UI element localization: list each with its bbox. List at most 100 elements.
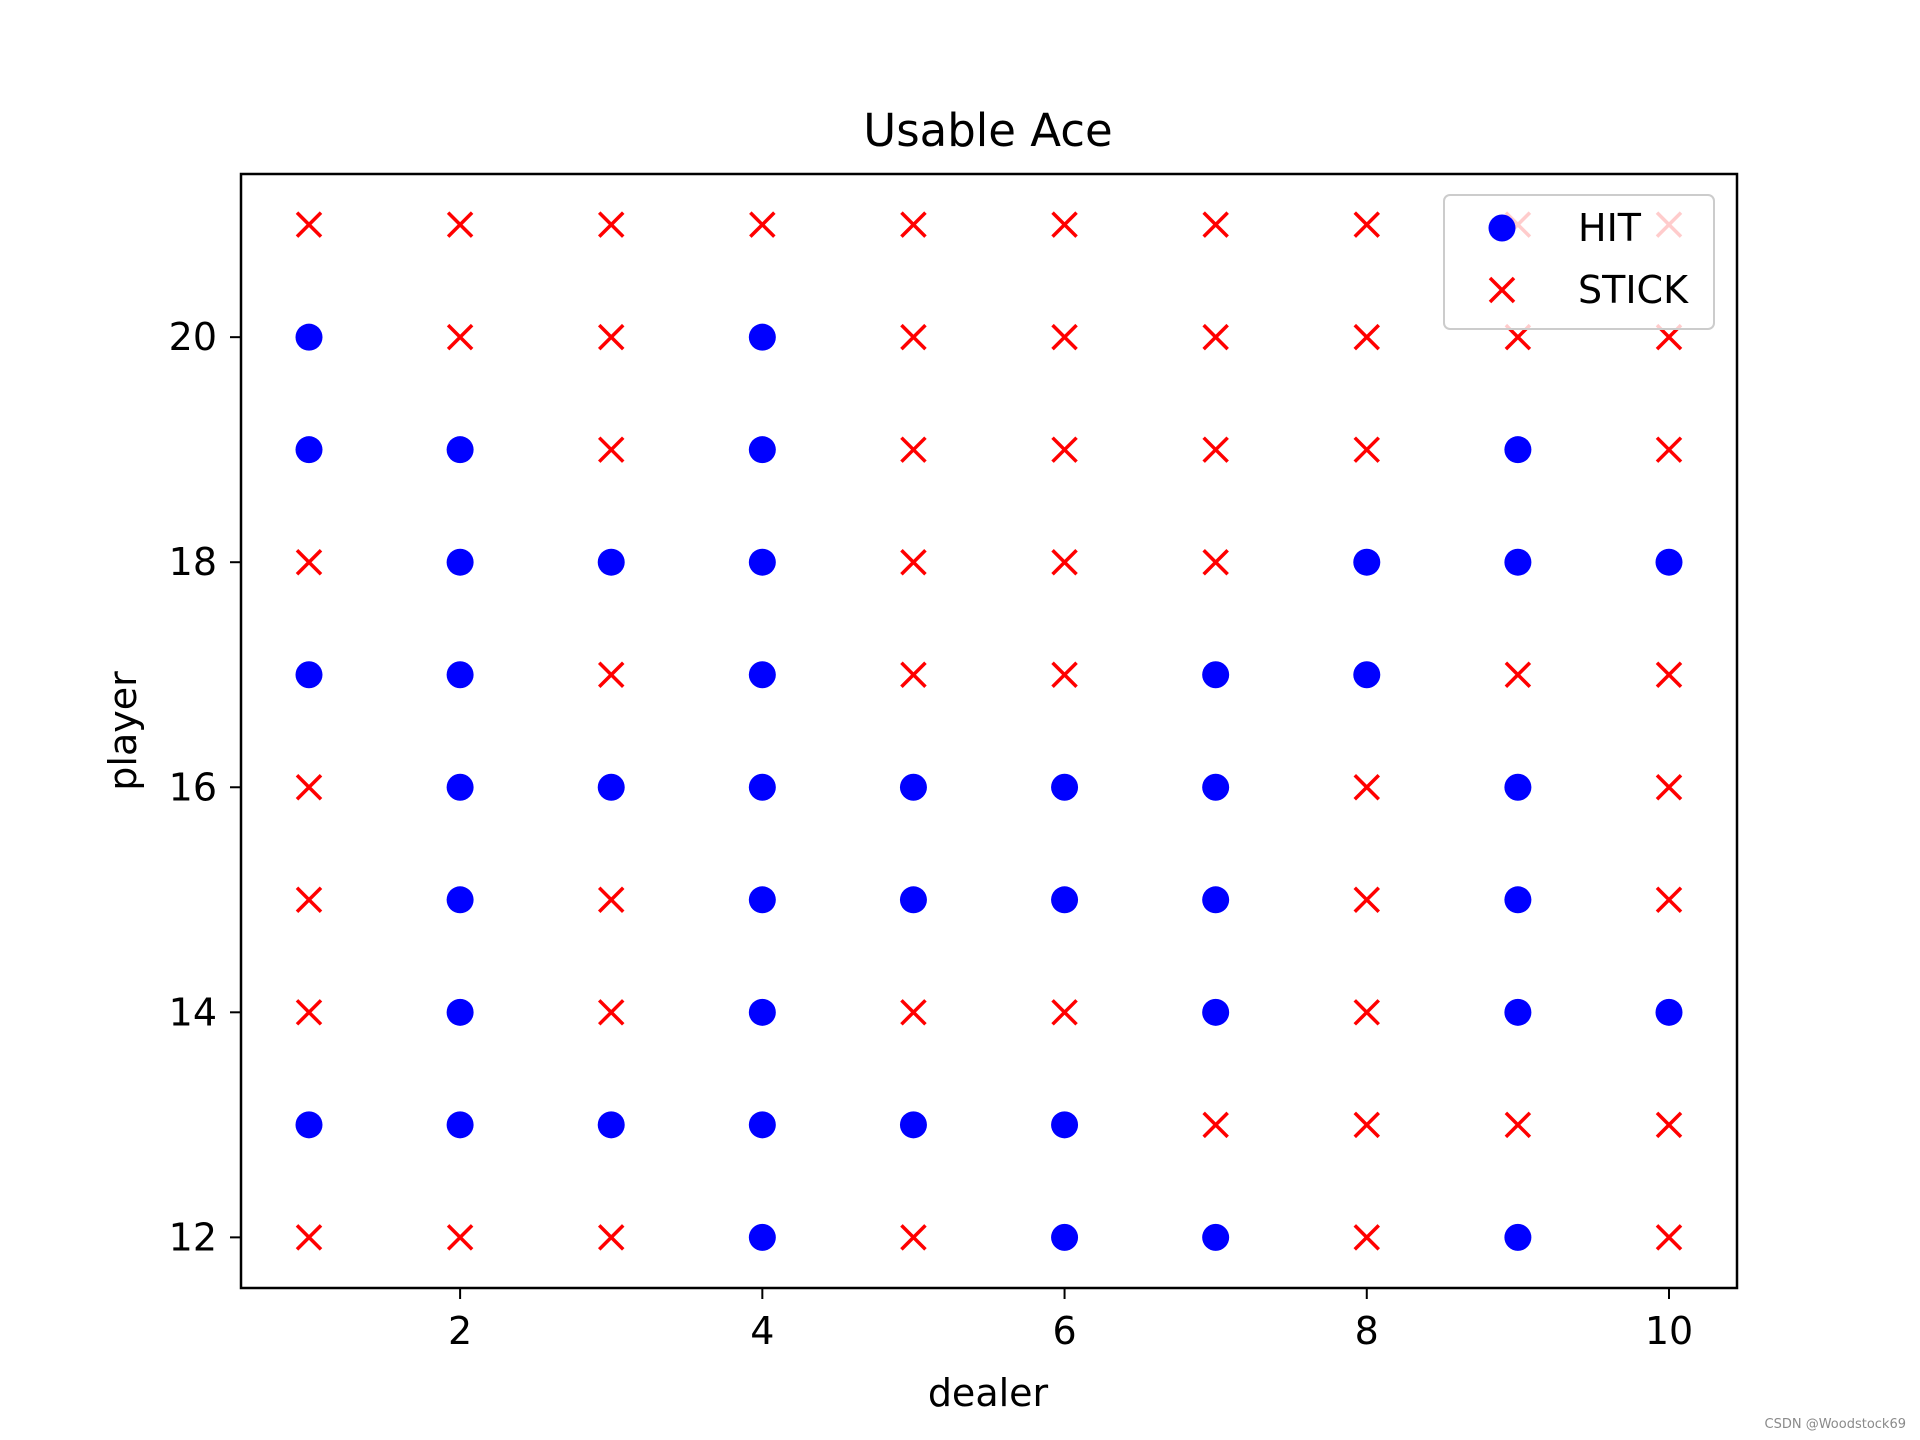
stick-point-1-15 (295, 886, 323, 914)
stick-point-5-21 (900, 211, 927, 238)
hit-point-5-15 (899, 886, 927, 914)
legend-label-stick: STICK (1578, 268, 1689, 312)
hit-point-10-18 (1655, 548, 1683, 576)
stick-point-8-20 (1353, 323, 1381, 351)
legend-stick-marker (1488, 276, 1516, 304)
hit-point-9-16 (1504, 773, 1532, 801)
hit-point-9-14 (1504, 998, 1532, 1026)
stick-point-10-16 (1655, 774, 1683, 801)
stick-point-6-21 (1051, 211, 1078, 238)
y-tick-label: 12 (169, 1215, 217, 1259)
stick-point-6-19 (1051, 436, 1078, 463)
hit-point-2-15 (446, 886, 474, 914)
x-axis-label: dealer (928, 1371, 1049, 1415)
stick-point-3-20 (597, 323, 625, 351)
stick-point-5-20 (900, 323, 927, 351)
hit-point-1-20 (295, 323, 323, 351)
stick-point-7-13 (1202, 1111, 1229, 1139)
hit-point-2-13 (446, 1111, 474, 1139)
hit-point-4-19 (748, 436, 776, 464)
hit-point-9-18 (1504, 548, 1532, 576)
points-layer (295, 211, 1683, 1251)
stick-point-3-19 (597, 436, 625, 463)
hit-point-8-18 (1353, 548, 1381, 576)
stick-point-6-14 (1051, 999, 1078, 1026)
stick-point-7-21 (1202, 211, 1229, 238)
y-tick-label: 14 (169, 990, 217, 1034)
stick-point-3-17 (597, 661, 625, 688)
hit-point-9-15 (1504, 886, 1532, 914)
hit-point-7-14 (1202, 998, 1230, 1026)
hit-point-6-13 (1051, 1111, 1079, 1139)
stick-point-9-17 (1504, 661, 1532, 688)
hit-point-4-12 (748, 1223, 776, 1251)
hit-point-4-18 (748, 548, 776, 576)
stick-point-2-12 (446, 1224, 474, 1251)
stick-point-8-14 (1353, 999, 1381, 1026)
hit-point-7-15 (1202, 886, 1230, 914)
hit-point-5-16 (899, 773, 927, 801)
watermark: CSDN @Woodstock69 (1764, 1417, 1907, 1432)
hit-point-5-13 (899, 1111, 927, 1139)
hit-point-6-16 (1051, 773, 1079, 801)
hit-point-9-19 (1504, 436, 1532, 464)
hit-point-2-16 (446, 773, 474, 801)
stick-point-9-13 (1504, 1111, 1532, 1139)
stick-point-10-17 (1655, 661, 1683, 688)
hit-point-4-15 (748, 886, 776, 914)
stick-point-6-20 (1051, 323, 1078, 351)
stick-point-5-18 (900, 548, 927, 576)
legend-hit-marker (1488, 214, 1516, 242)
x-tick-label: 10 (1645, 1309, 1693, 1353)
y-axis-ticks: 12 14 16 18 20 (169, 315, 241, 1259)
hit-point-4-13 (748, 1111, 776, 1139)
hit-point-10-14 (1655, 998, 1683, 1026)
stick-point-1-16 (295, 774, 323, 801)
stick-point-3-15 (597, 886, 625, 914)
stick-point-1-14 (295, 999, 323, 1026)
stick-point-2-20 (446, 323, 474, 351)
hit-point-2-19 (446, 436, 474, 464)
stick-point-6-17 (1051, 661, 1078, 688)
stick-point-8-21 (1353, 211, 1381, 238)
stick-point-8-13 (1353, 1111, 1381, 1139)
stick-point-7-20 (1202, 323, 1229, 351)
stick-point-1-21 (295, 211, 323, 238)
hit-point-7-16 (1202, 773, 1230, 801)
stick-point-3-21 (597, 211, 625, 238)
x-tick-label: 2 (448, 1309, 472, 1353)
stick-point-1-12 (295, 1224, 323, 1251)
plot-frame (239, 172, 1739, 1290)
stick-point-10-19 (1655, 436, 1683, 463)
y-tick-label: 18 (169, 540, 217, 584)
hit-point-7-12 (1202, 1223, 1230, 1251)
chart-title: Usable Ace (863, 104, 1112, 157)
x-tick-label: 6 (1052, 1309, 1076, 1353)
hit-point-2-17 (446, 661, 474, 689)
hit-point-6-15 (1051, 886, 1079, 914)
y-tick-label: 16 (169, 765, 217, 809)
hit-point-8-17 (1353, 661, 1381, 689)
stick-point-3-12 (597, 1224, 625, 1251)
stick-point-5-19 (900, 436, 927, 463)
stick-point-7-19 (1202, 436, 1229, 463)
hit-point-1-19 (295, 436, 323, 464)
hit-point-4-17 (748, 661, 776, 689)
hit-point-4-20 (748, 323, 776, 351)
stick-point-8-15 (1353, 886, 1381, 914)
y-tick-label: 20 (169, 315, 217, 359)
stick-point-10-15 (1655, 886, 1683, 914)
hit-point-2-18 (446, 548, 474, 576)
hit-point-3-13 (597, 1111, 625, 1139)
hit-point-6-12 (1051, 1223, 1079, 1251)
stick-point-8-12 (1353, 1224, 1381, 1251)
stick-point-5-17 (900, 661, 927, 688)
stick-point-5-12 (900, 1224, 927, 1251)
legend-label-hit: HIT (1578, 206, 1642, 250)
stick-point-8-16 (1353, 774, 1381, 801)
stick-point-5-14 (900, 999, 927, 1026)
stick-point-1-18 (295, 548, 323, 576)
y-axis-label: player (101, 671, 145, 791)
stick-point-8-19 (1353, 436, 1381, 463)
